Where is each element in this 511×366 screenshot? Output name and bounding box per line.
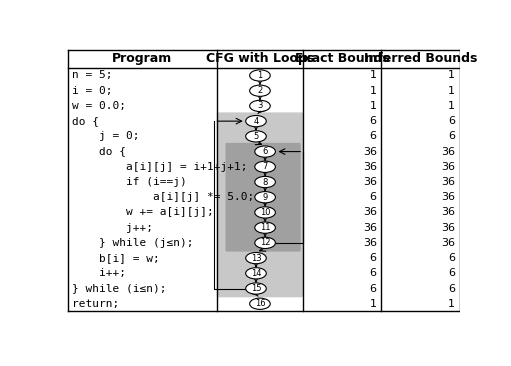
Text: 6: 6: [370, 116, 377, 126]
Text: Program: Program: [112, 52, 172, 65]
Text: 6: 6: [448, 284, 455, 294]
Text: 16: 16: [254, 299, 265, 308]
Text: Exact Bounds: Exact Bounds: [295, 52, 390, 65]
Text: 1: 1: [370, 71, 377, 81]
Text: 1: 1: [258, 71, 263, 80]
Text: 1: 1: [370, 299, 377, 309]
Text: 1: 1: [448, 71, 455, 81]
Text: 36: 36: [363, 146, 377, 157]
Text: return;: return;: [72, 299, 119, 309]
Text: n = 5;: n = 5;: [72, 71, 112, 81]
Text: 36: 36: [363, 177, 377, 187]
Text: 11: 11: [260, 223, 270, 232]
Ellipse shape: [255, 222, 275, 233]
Text: 6: 6: [448, 116, 455, 126]
Text: 6: 6: [370, 284, 377, 294]
Text: b[i] = w;: b[i] = w;: [72, 253, 159, 263]
Ellipse shape: [255, 176, 275, 188]
Text: a[i][j] = i+1+j+1;: a[i][j] = i+1+j+1;: [72, 162, 247, 172]
Text: 36: 36: [441, 238, 455, 248]
Ellipse shape: [250, 70, 270, 81]
Text: 8: 8: [263, 178, 268, 187]
Text: 12: 12: [260, 238, 270, 247]
Text: 6: 6: [448, 131, 455, 141]
FancyBboxPatch shape: [225, 143, 300, 251]
Text: } while (j≤n);: } while (j≤n);: [72, 238, 193, 248]
Text: w = 0.0;: w = 0.0;: [72, 101, 126, 111]
Text: if (i==j): if (i==j): [72, 177, 187, 187]
Text: 1: 1: [448, 299, 455, 309]
Ellipse shape: [255, 146, 275, 157]
Text: 6: 6: [448, 268, 455, 278]
Text: 36: 36: [363, 238, 377, 248]
Text: 6: 6: [370, 253, 377, 263]
Text: CFG with Loops: CFG with Loops: [206, 52, 314, 65]
Text: 2: 2: [258, 86, 263, 95]
Text: } while (i≤n);: } while (i≤n);: [72, 284, 166, 294]
Text: 36: 36: [441, 192, 455, 202]
Text: 5: 5: [253, 132, 259, 141]
Ellipse shape: [246, 116, 266, 127]
Text: 4: 4: [253, 117, 259, 126]
Text: 1: 1: [370, 101, 377, 111]
Text: 6: 6: [370, 268, 377, 278]
Text: 36: 36: [441, 162, 455, 172]
Ellipse shape: [250, 298, 270, 309]
Ellipse shape: [255, 161, 275, 172]
Ellipse shape: [250, 100, 270, 112]
Text: 13: 13: [251, 254, 261, 262]
Ellipse shape: [255, 207, 275, 218]
Text: i++;: i++;: [72, 268, 126, 278]
Text: j++;: j++;: [72, 223, 153, 233]
Text: 9: 9: [263, 193, 268, 202]
Ellipse shape: [255, 237, 275, 249]
Text: a[i][j] *= 5.0;: a[i][j] *= 5.0;: [72, 192, 254, 202]
Text: j = 0;: j = 0;: [72, 131, 140, 141]
Ellipse shape: [246, 268, 266, 279]
Ellipse shape: [246, 131, 266, 142]
Text: 36: 36: [363, 208, 377, 217]
Text: i = 0;: i = 0;: [72, 86, 112, 96]
Text: 14: 14: [251, 269, 261, 278]
Text: 15: 15: [251, 284, 261, 293]
Text: 36: 36: [441, 223, 455, 233]
Text: w += a[i][j];: w += a[i][j];: [72, 208, 214, 217]
Text: 6: 6: [370, 192, 377, 202]
Ellipse shape: [246, 253, 266, 264]
Text: 1: 1: [370, 86, 377, 96]
Text: 1: 1: [448, 101, 455, 111]
Text: 10: 10: [260, 208, 270, 217]
Text: 1: 1: [448, 86, 455, 96]
Text: Inferred Bounds: Inferred Bounds: [364, 52, 477, 65]
Text: 36: 36: [441, 208, 455, 217]
Text: 6: 6: [370, 131, 377, 141]
Text: do {: do {: [72, 146, 126, 157]
Text: 7: 7: [263, 162, 268, 171]
Text: 36: 36: [363, 223, 377, 233]
Text: do {: do {: [72, 116, 99, 126]
FancyBboxPatch shape: [217, 112, 303, 297]
Text: 36: 36: [363, 162, 377, 172]
Text: 6: 6: [263, 147, 268, 156]
Text: 36: 36: [441, 146, 455, 157]
Text: 3: 3: [257, 101, 263, 111]
Text: 36: 36: [441, 177, 455, 187]
Ellipse shape: [250, 85, 270, 96]
Text: 6: 6: [448, 253, 455, 263]
Ellipse shape: [255, 191, 275, 203]
Ellipse shape: [246, 283, 266, 294]
